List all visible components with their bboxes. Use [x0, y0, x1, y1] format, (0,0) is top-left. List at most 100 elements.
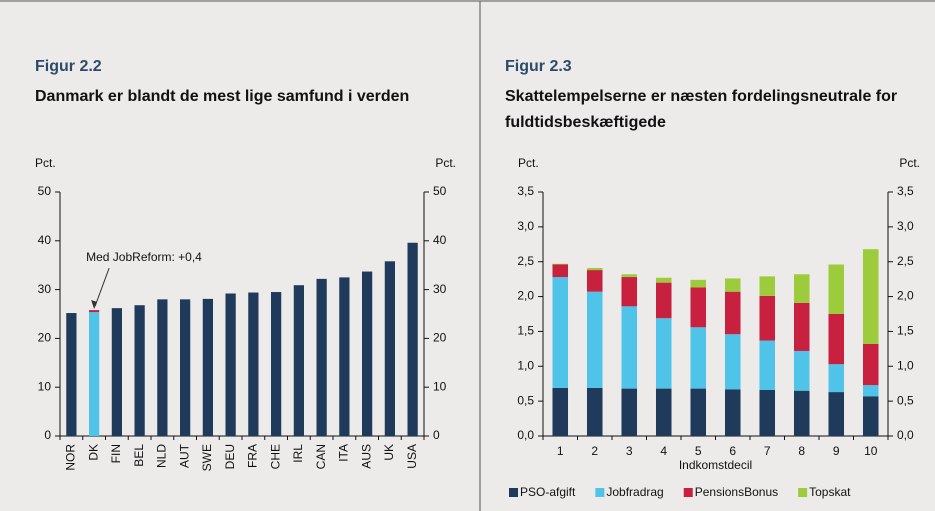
- bar: [157, 299, 168, 436]
- y2-tick-label: 10: [433, 379, 447, 393]
- y2-tick-label: 2,0: [897, 289, 914, 303]
- bar-segment: [586, 270, 603, 292]
- x-tick-label: NOR: [64, 444, 78, 471]
- y-tick-label: 30: [38, 282, 52, 296]
- header-2: Figur 2.3 Skattelempelserne er næsten fo…: [505, 58, 925, 136]
- y2-tick-label: 30: [433, 282, 447, 296]
- bar-segment: [828, 314, 845, 365]
- x-tick-label: 5: [695, 444, 702, 458]
- bar: [180, 299, 191, 436]
- y2-tick-label: 1,5: [897, 324, 914, 338]
- bar: [111, 308, 122, 436]
- annotation-arrow: [94, 267, 110, 307]
- y-tick-label: 3,0: [517, 219, 534, 233]
- y2-tick-label: 0: [433, 428, 440, 442]
- bar-segment: [586, 291, 603, 388]
- bar-segment: [862, 385, 879, 397]
- bar-segment: [690, 279, 707, 288]
- y2-tick-label: 3,5: [897, 184, 914, 198]
- y2-tick-label: 0,0: [897, 428, 914, 442]
- x-tick-label: AUS: [359, 444, 373, 469]
- bar-segment: [621, 277, 638, 307]
- x-tick-label: SWE: [200, 444, 214, 471]
- bar-segment: [621, 306, 638, 389]
- x-axis-label: Indkomstdecil: [679, 458, 752, 472]
- x-tick-label: ITA: [337, 444, 351, 462]
- x-tick-label: 8: [798, 444, 805, 458]
- bar-segment: [655, 277, 672, 283]
- bar: [66, 313, 77, 436]
- y2-tick-label: 50: [433, 184, 447, 198]
- x-tick-label: CHE: [268, 444, 282, 469]
- bar-segment: [793, 302, 810, 351]
- y2-tick-label: 1,0: [897, 358, 914, 372]
- y-tick-label: 0: [44, 428, 51, 442]
- y2-unit: Pct.: [899, 156, 920, 170]
- bar-segment: [759, 340, 776, 390]
- bar-segment: [862, 343, 879, 386]
- bar-segment: [724, 334, 741, 390]
- bar-segment: [724, 389, 741, 436]
- bar-segment: [862, 396, 879, 436]
- x-tick-label: NLD: [155, 444, 169, 468]
- x-tick-label: BEL: [132, 444, 146, 467]
- x-tick-label: AUT: [177, 443, 191, 468]
- bar: [225, 293, 236, 436]
- bar-segment: [690, 327, 707, 389]
- y-tick-label: 0,5: [517, 393, 534, 407]
- bar: [316, 278, 327, 436]
- bar: [248, 292, 259, 436]
- annotation: Med JobReform: +0,4: [86, 250, 202, 264]
- y-unit: Pct.: [518, 156, 539, 170]
- reform-segment: [89, 310, 100, 313]
- bar-segment: [759, 389, 776, 436]
- x-tick-label: FIN: [109, 444, 123, 463]
- y-tick-label: 1,0: [517, 358, 534, 372]
- bar: [407, 242, 418, 436]
- x-tick-label: 4: [660, 444, 667, 458]
- legend-swatch: [509, 488, 518, 497]
- bar-segment: [724, 278, 741, 292]
- y-tick-label: 3,5: [517, 184, 534, 198]
- x-tick-label: IRL: [291, 444, 305, 463]
- bar-segment: [586, 267, 603, 271]
- annotation-arrowhead: [91, 300, 98, 310]
- legend-label: PensionsBonus: [695, 485, 778, 499]
- x-tick-label: 10: [864, 444, 878, 458]
- legend-swatch: [798, 488, 808, 497]
- bar: [293, 285, 304, 436]
- legend-label: Jobfradrag: [606, 485, 663, 499]
- x-tick-label: USA: [405, 444, 419, 469]
- y-tick-label: 20: [38, 331, 52, 345]
- figure-label: Figur 2.2: [35, 58, 102, 75]
- x-tick-label: UK: [382, 444, 396, 461]
- y-tick-label: 40: [38, 233, 52, 247]
- y2-tick-label: 40: [433, 233, 447, 247]
- x-tick-label: 7: [764, 444, 771, 458]
- bar: [362, 271, 373, 436]
- bar-segment: [828, 364, 845, 393]
- y-tick-label: 2,0: [517, 289, 534, 303]
- x-tick-label: 6: [729, 444, 736, 458]
- x-tick-label: 1: [557, 444, 564, 458]
- legend-label: Topskat: [809, 485, 851, 499]
- bar-segment: [621, 388, 638, 436]
- bar: [202, 298, 213, 436]
- chart-title: Skattelempelserne er næsten fordelingsne…: [505, 88, 898, 131]
- legend-label: PSO-afgift: [520, 485, 576, 499]
- x-tick-label: CAN: [314, 444, 328, 469]
- y-tick-label: 50: [38, 184, 52, 198]
- header-1: Figur 2.2 Danmark er blandt de mest lige…: [35, 58, 445, 110]
- bar-segment: [621, 274, 638, 278]
- bar: [89, 312, 100, 436]
- bar: [384, 261, 395, 436]
- bar: [271, 292, 282, 436]
- x-tick-label: FRA: [246, 444, 260, 468]
- figure-label: Figur 2.3: [505, 58, 572, 75]
- y2-tick-label: 20: [433, 331, 447, 345]
- y2-tick-label: 0,5: [897, 393, 914, 407]
- y-tick-label: 10: [38, 379, 52, 393]
- x-tick-label: 9: [833, 444, 840, 458]
